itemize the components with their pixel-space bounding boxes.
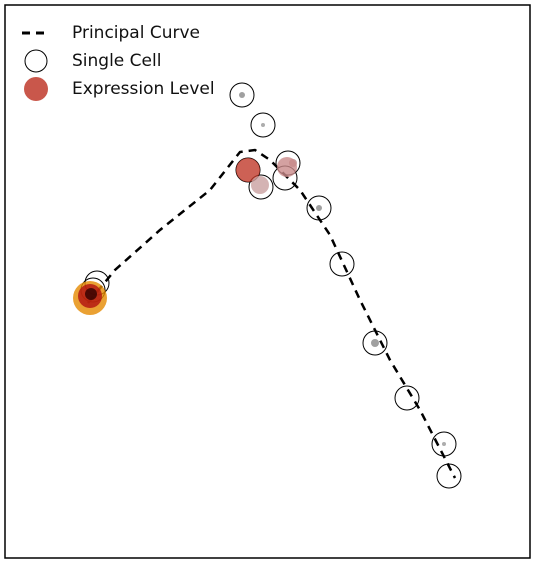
expression-point <box>442 442 446 446</box>
single-cell <box>362 330 388 356</box>
single-cell <box>329 251 355 277</box>
legend-swatch <box>24 49 48 73</box>
single-cell <box>394 385 420 411</box>
expression-point <box>85 288 97 300</box>
expression-point <box>277 157 297 177</box>
single-cell <box>248 174 274 200</box>
expression-point <box>239 92 245 98</box>
expression-point <box>251 176 269 194</box>
single-cell <box>250 112 276 138</box>
single-cell <box>306 195 332 221</box>
expression-point <box>316 205 322 211</box>
expression-point <box>371 339 379 347</box>
legend-label: Single Cell <box>72 51 161 71</box>
single-cell <box>431 431 457 457</box>
expression-point <box>236 158 260 182</box>
plot-area <box>73 82 462 489</box>
legend: Principal Curve Single Cell Expression Lev… <box>22 23 215 101</box>
single-cell <box>436 463 462 489</box>
legend-label: Principal Curve <box>72 23 200 43</box>
principal-curve <box>87 148 457 479</box>
expression-point <box>261 123 265 127</box>
single-cell <box>229 82 255 108</box>
legend-label: Expression Level <box>72 79 215 99</box>
legend-swatch <box>24 77 48 101</box>
